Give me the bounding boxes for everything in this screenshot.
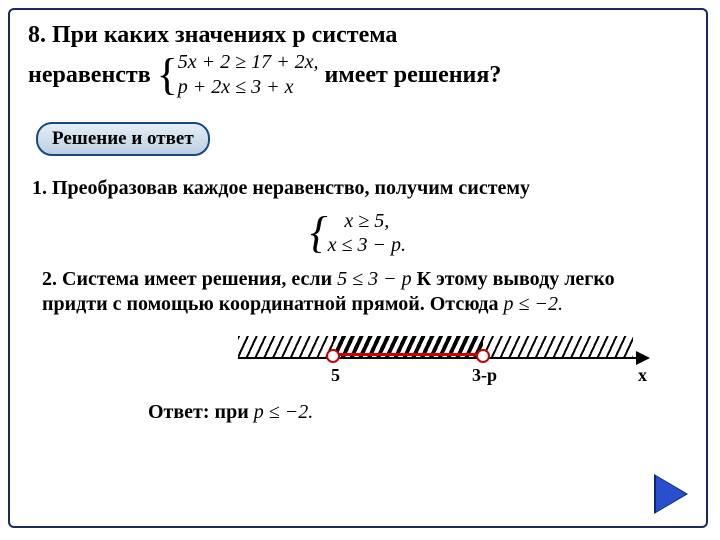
title-word-left: неравенств bbox=[28, 60, 151, 90]
title-line1: 8. При каких значениях p система bbox=[28, 20, 688, 50]
arrow-right-icon bbox=[636, 351, 650, 365]
sys2-row1: x ≥ 5, bbox=[344, 210, 389, 232]
brace-icon: { bbox=[157, 64, 178, 86]
step2-cond: 5 ≤ 3 − p bbox=[337, 268, 411, 290]
solution-button[interactable]: Решение и ответ bbox=[36, 122, 210, 156]
sys1-row1: 5x + 2 ≥ 17 + 2x, bbox=[178, 51, 319, 73]
answer-line: Ответ: при p ≤ −2. bbox=[148, 401, 688, 424]
step2-text: 2. Система имеет решения, если 5 ≤ 3 − p… bbox=[42, 267, 684, 317]
system-simplified: { x ≥ 5, x ≤ 3 − p. bbox=[28, 209, 688, 257]
number-line-figure: 5 3-p x bbox=[238, 325, 658, 395]
label-5: 5 bbox=[331, 365, 340, 386]
brace-icon: { bbox=[310, 222, 328, 244]
answer-value: p ≤ −2. bbox=[254, 401, 313, 423]
slide-frame: 8. При каких значениях p система неравен… bbox=[8, 8, 708, 528]
next-button[interactable] bbox=[656, 476, 686, 512]
step2-res: p ≤ −2. bbox=[504, 293, 563, 315]
label-x: x bbox=[638, 365, 647, 386]
interval-highlight bbox=[332, 353, 482, 356]
label-3-minus-p: 3-p bbox=[472, 365, 497, 386]
step2-a: 2. Система имеет решения, если bbox=[42, 268, 332, 290]
title-word-right: имеет решения? bbox=[325, 60, 502, 90]
point-5 bbox=[326, 349, 340, 363]
answer-label: Ответ: при bbox=[148, 401, 249, 423]
axis-line bbox=[238, 357, 638, 359]
sys1-row2: p + 2x ≤ 3 + x bbox=[178, 76, 294, 98]
problem-title: 8. При каких значениях p система неравен… bbox=[28, 20, 688, 100]
point-3-minus-p bbox=[476, 349, 490, 363]
system-original: { 5x + 2 ≥ 17 + 2x, p + 2x ≤ 3 + x bbox=[157, 50, 319, 100]
sys2-row2: x ≤ 3 − p. bbox=[328, 234, 406, 256]
step1-text: 1. Преобразовав каждое неравенство, полу… bbox=[32, 176, 684, 201]
